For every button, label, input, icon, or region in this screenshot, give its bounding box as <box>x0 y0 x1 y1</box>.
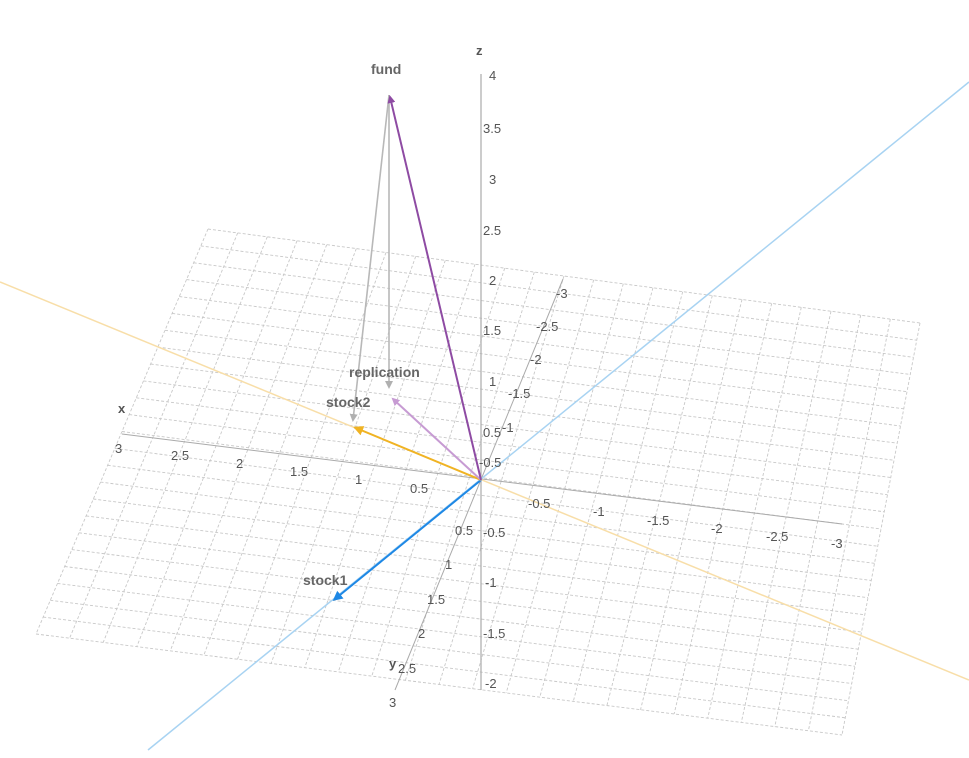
z-tick-label: 2 <box>489 273 496 288</box>
x-tick-label: -2 <box>711 521 723 536</box>
fund-label: fund <box>371 61 401 77</box>
grid-line <box>71 549 859 650</box>
z-tick-label: 1 <box>489 374 496 389</box>
grid-line <box>114 447 878 547</box>
y-tick-label: -2 <box>530 352 542 367</box>
y-axis <box>394 278 564 691</box>
x-tick-label: 1 <box>355 472 362 487</box>
fund-vector <box>387 95 482 481</box>
x-tick-label: -0.5 <box>528 496 550 511</box>
y-tick-label: 2 <box>418 626 425 641</box>
z-tick-label: 2.5 <box>483 223 501 238</box>
stock1-span-line <box>147 81 969 751</box>
y-tick-labels: -3 -2.5 -2 -1.5 -1 -0.5 0.5 1 1.5 2 2.5 … <box>389 286 568 710</box>
grid-line <box>35 633 843 736</box>
z-tick-label: -2 <box>485 676 497 691</box>
stock1-label: stock1 <box>303 572 348 588</box>
z-tick-label: 3.5 <box>483 121 501 136</box>
grid-plane <box>35 228 921 736</box>
grid-line <box>186 279 911 375</box>
z-tick-label: 1.5 <box>483 323 501 338</box>
grid-line <box>438 275 565 685</box>
grid-line <box>172 312 904 410</box>
z-tick-label: -1 <box>485 575 497 590</box>
x-tick-label: -3 <box>831 536 843 551</box>
y-tick-label: 1 <box>445 557 452 572</box>
grid-line <box>270 256 417 664</box>
y-axis-label: y <box>389 656 397 671</box>
x-tick-label: -1 <box>593 504 605 519</box>
grid-line <box>539 287 654 698</box>
x-tick-label: 1.5 <box>290 464 308 479</box>
grid-line <box>64 566 856 667</box>
z-tick-label: -1.5 <box>483 626 505 641</box>
y-tick-label: 2.5 <box>398 661 416 676</box>
y-tick-label: -3 <box>556 286 568 301</box>
y-tick-label: 0.5 <box>455 523 473 538</box>
y-tick-label: -1 <box>502 420 514 435</box>
y-tick-label: -2.5 <box>536 319 558 334</box>
replication-label: replication <box>349 364 420 380</box>
grid-line <box>337 264 476 673</box>
grid-line <box>57 582 852 684</box>
x-tick-label: 0.5 <box>410 481 428 496</box>
grid-line <box>572 291 684 702</box>
x-axis-label: x <box>118 401 126 416</box>
fund-projection-to-stock2 <box>349 94 390 422</box>
z-axis-label: z <box>476 43 483 58</box>
grid-line <box>606 295 713 706</box>
y-tick-label: 3 <box>389 695 396 710</box>
stock2-label: stock2 <box>326 394 371 410</box>
z-tick-label: -0.5 <box>483 525 505 540</box>
stock2-span-line <box>0 281 969 681</box>
z-tick-label: 3 <box>489 172 496 187</box>
x-tick-label: 3 <box>115 441 122 456</box>
grid-line <box>505 283 624 694</box>
grid-line <box>86 515 865 616</box>
grid-line <box>100 481 872 581</box>
stock2-vector <box>353 426 482 481</box>
z-tick-label: 0.5 <box>483 425 501 440</box>
x-tick-labels: 3 2.5 2 1.5 1 0.5 -0.5 -1 -1.5 -2 -2.5 -… <box>115 441 843 551</box>
grid-line <box>69 232 239 639</box>
grid-line <box>107 464 875 564</box>
z-tick-labels: 4 3.5 3 2.5 2 1.5 1 0.5 -0.5 -1 -1.5 -2 <box>483 68 505 691</box>
stock1-vector <box>332 479 482 601</box>
z-tick-label: 4 <box>489 68 496 83</box>
replication-vector <box>391 397 482 481</box>
grid-line <box>50 599 849 702</box>
x-tick-label: 2 <box>236 456 243 471</box>
x-tick-label: 2.5 <box>171 448 189 463</box>
grid-line <box>640 299 743 710</box>
y-tick-label: -0.5 <box>479 455 501 470</box>
x-tick-label: -1.5 <box>647 513 669 528</box>
x-tick-label: -2.5 <box>766 529 788 544</box>
y-tick-label: -1.5 <box>508 386 530 401</box>
y-tick-label: 1.5 <box>427 592 445 607</box>
